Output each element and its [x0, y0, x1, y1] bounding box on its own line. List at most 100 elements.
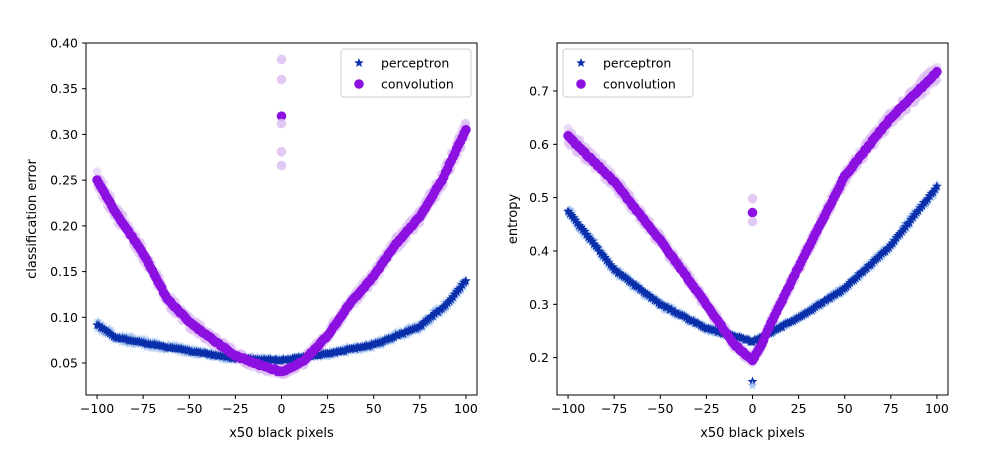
y-tick-label: 0.15: [50, 264, 78, 279]
x-tick-label: −75: [130, 401, 156, 416]
scatter-point: [105, 328, 115, 338]
legend-marker-convolution: [354, 79, 364, 89]
scatter-point: [576, 222, 586, 232]
scatter-point: [461, 125, 471, 135]
legend-label-perceptron: perceptron: [603, 56, 671, 71]
scatter-point: [666, 304, 677, 314]
scatter-point-light: [929, 190, 939, 200]
scatter-point: [627, 277, 638, 288]
x-tick-label: 100: [454, 401, 478, 416]
scatter-point: [647, 293, 658, 303]
scatter-point-light: [187, 343, 197, 352]
scatter-point: [638, 286, 649, 297]
x-tick-label: −50: [647, 401, 673, 416]
scatter-point-light: [677, 307, 686, 316]
scatter-point: [688, 315, 699, 326]
outlier-point: [276, 147, 287, 157]
series-convolution-trend: [563, 66, 942, 366]
series-perceptron-trend: [563, 181, 942, 390]
scatter-point: [585, 234, 596, 244]
scatter-point: [651, 295, 662, 306]
scatter-point-light: [616, 265, 625, 275]
scatter-point-light: [568, 207, 578, 216]
x-tick-label: 75: [883, 401, 899, 416]
scatter-point: [271, 354, 281, 364]
scatter-point: [596, 248, 607, 258]
y-axis-label: classification error: [25, 159, 40, 279]
scatter-point: [662, 302, 673, 312]
scatter-point: [588, 238, 599, 249]
scatter-point-light: [124, 339, 134, 348]
scatter-point: [587, 236, 597, 246]
y-tick-label: 0.40: [50, 36, 78, 51]
series-perceptron: [563, 179, 942, 347]
scatter-point-light: [701, 320, 710, 329]
scatter-point: [607, 261, 618, 272]
scatter-point-light: [444, 301, 453, 311]
y-tick-label: 0.7: [529, 84, 549, 99]
x-axis-label: x50 black pixels: [229, 426, 334, 441]
x-tick-label: 75: [412, 401, 428, 416]
scatter-point-light: [461, 118, 471, 128]
scatter-point: [460, 275, 471, 286]
y-tick-label: 0.05: [50, 356, 78, 371]
series-perceptron: [92, 275, 471, 367]
x-axis-label: x50 black pixels: [700, 426, 805, 441]
scatter-point: [566, 210, 577, 220]
scatter-point: [644, 290, 655, 300]
scatter-point: [581, 229, 592, 239]
x-tick-label: −100: [80, 401, 114, 416]
scatter-point: [679, 311, 690, 321]
x-tick-label: −75: [601, 401, 627, 416]
scatter-point: [101, 325, 112, 335]
scatter-point: [601, 255, 612, 265]
legend-marker-convolution: [576, 79, 586, 89]
scatter-point: [605, 259, 616, 270]
outlier-point: [276, 111, 287, 121]
legend-label-convolution: convolution: [381, 77, 454, 92]
y-tick-label: 0.5: [529, 190, 549, 205]
outlier-point: [276, 54, 287, 65]
scatter-point: [670, 307, 680, 317]
x-tick-label: −25: [222, 401, 248, 416]
scatter-point: [642, 289, 653, 299]
scatter-point: [614, 268, 625, 278]
scatter-point-light: [326, 346, 335, 355]
x-tick-label: 0: [749, 401, 757, 416]
outlier-point: [747, 216, 758, 227]
y-tick-label: 0.6: [529, 137, 549, 152]
scatter-point: [694, 318, 704, 329]
legend: perceptron convolution: [562, 48, 694, 98]
plot-area: [92, 54, 471, 380]
scatter-point: [600, 252, 610, 262]
scatter-point-light: [621, 270, 631, 279]
scatter-point: [636, 285, 647, 295]
scatter-point-light: [385, 330, 394, 340]
scatter-point: [673, 308, 684, 319]
scatter-point: [592, 242, 603, 253]
x-tick-label: −100: [551, 401, 585, 416]
scatter-point: [620, 272, 631, 282]
scatter-point-light: [368, 343, 378, 352]
outlier-point: [276, 160, 287, 171]
scatter-point: [99, 324, 110, 334]
scatter-point: [570, 215, 581, 225]
chart-entropy: −100 −75 −50 −25 0 25 50 75 100 0.2 0.3 0.4 0.5 0.6 0.…: [506, 42, 949, 441]
y-tick-label: 0.4: [529, 244, 549, 259]
legend-label-perceptron: perceptron: [381, 56, 449, 71]
plot-area: [563, 62, 942, 390]
x-tick-label: −25: [693, 401, 719, 416]
scatter-point: [598, 250, 609, 260]
series-convolution-trend: [92, 54, 471, 377]
scatter-point: [633, 281, 644, 292]
scatter-point: [710, 325, 721, 335]
scatter-point: [579, 226, 590, 236]
scatter-point-light: [143, 335, 153, 344]
scatter-point: [103, 327, 114, 337]
y-tick-label: 0.30: [50, 127, 78, 142]
y-tick-label: 0.3: [529, 297, 549, 312]
scatter-point: [594, 246, 605, 256]
scatter-point-light: [632, 278, 642, 287]
outlier-point: [276, 118, 287, 129]
